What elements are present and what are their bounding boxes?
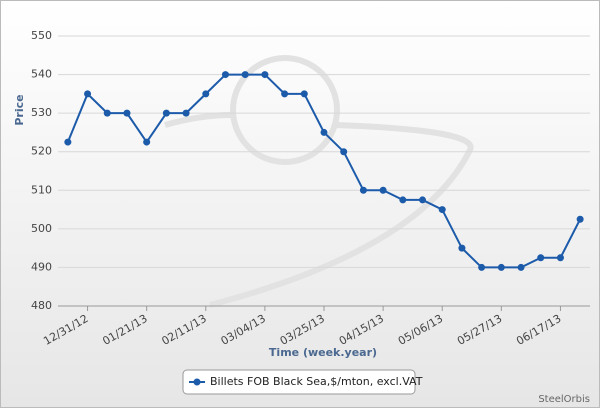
data-point	[143, 138, 151, 146]
y-tick-label: 520	[31, 145, 52, 158]
data-point	[300, 90, 308, 98]
x-axis-label: Time (week.year)	[269, 346, 377, 359]
data-point	[123, 109, 131, 117]
data-point	[241, 71, 249, 79]
y-tick-label: 480	[31, 299, 52, 312]
data-point	[281, 90, 289, 98]
data-point	[84, 90, 92, 98]
y-tick-label: 550	[31, 29, 52, 42]
data-point	[64, 138, 72, 146]
data-point	[202, 90, 210, 98]
y-tick-label: 540	[31, 68, 52, 81]
credit: SteelOrbis	[538, 394, 590, 405]
data-point	[517, 263, 525, 271]
data-point	[537, 254, 545, 262]
legend-label: Billets FOB Black Sea,$/mton, excl.VAT	[210, 375, 423, 388]
y-tick-label: 490	[31, 260, 52, 273]
data-point	[320, 128, 328, 136]
data-point	[438, 206, 446, 214]
data-point	[261, 71, 269, 79]
y-tick-label: 510	[31, 183, 52, 196]
data-point	[399, 196, 407, 204]
data-point	[576, 215, 584, 223]
data-point	[359, 186, 367, 194]
data-point	[556, 254, 564, 262]
data-point	[478, 263, 486, 271]
data-point	[458, 244, 466, 252]
watermark-swirl	[164, 55, 474, 308]
data-point	[182, 109, 190, 117]
legend-box	[182, 369, 416, 395]
data-point	[162, 109, 170, 117]
y-tick-label: 530	[31, 106, 52, 119]
data-point	[379, 186, 387, 194]
data-point	[497, 263, 505, 271]
data-point	[103, 109, 111, 117]
data-point	[419, 196, 427, 204]
data-point	[221, 71, 229, 79]
y-axis-label: Price	[13, 94, 26, 125]
y-tick-label: 500	[31, 222, 52, 235]
data-point	[340, 148, 348, 156]
legend-marker	[193, 378, 201, 386]
